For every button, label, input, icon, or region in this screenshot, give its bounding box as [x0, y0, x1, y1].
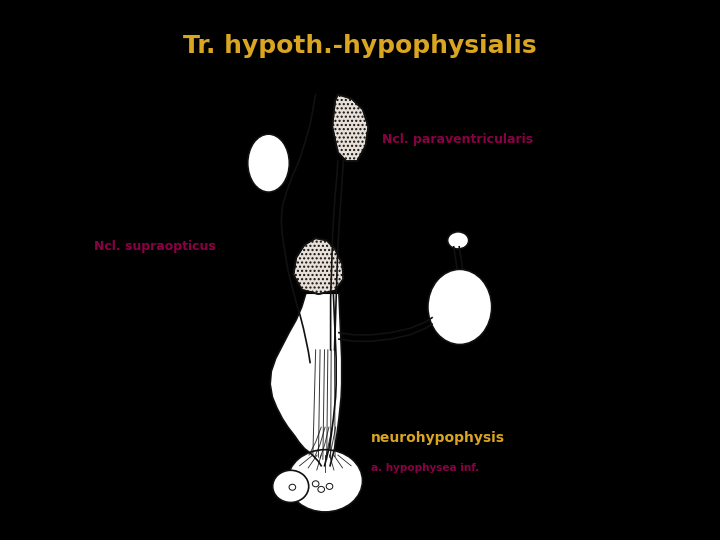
- Text: Ncl. supraopticus: Ncl. supraopticus: [94, 240, 215, 253]
- Polygon shape: [270, 294, 342, 466]
- Text: neurohypophysis: neurohypophysis: [371, 431, 505, 445]
- Text: (Vasopresin): (Vasopresin): [94, 296, 171, 309]
- Text: Antidiuretic h.: Antidiuretic h.: [94, 268, 194, 281]
- Ellipse shape: [273, 470, 309, 503]
- Ellipse shape: [248, 134, 289, 192]
- Ellipse shape: [288, 450, 362, 512]
- Text: Ncl. paraventricularis: Ncl. paraventricularis: [382, 133, 534, 146]
- Text: Tr. hypoth.-hypophysialis: Tr. hypoth.-hypophysialis: [183, 34, 537, 58]
- Polygon shape: [294, 238, 343, 294]
- Polygon shape: [333, 94, 369, 161]
- Ellipse shape: [428, 269, 492, 345]
- Ellipse shape: [448, 232, 469, 249]
- Text: Oxytocin: Oxytocin: [382, 163, 444, 176]
- Text: sinus cavernosus: sinus cavernosus: [371, 487, 461, 497]
- Text: a. hypophysea inf.: a. hypophysea inf.: [371, 463, 480, 473]
